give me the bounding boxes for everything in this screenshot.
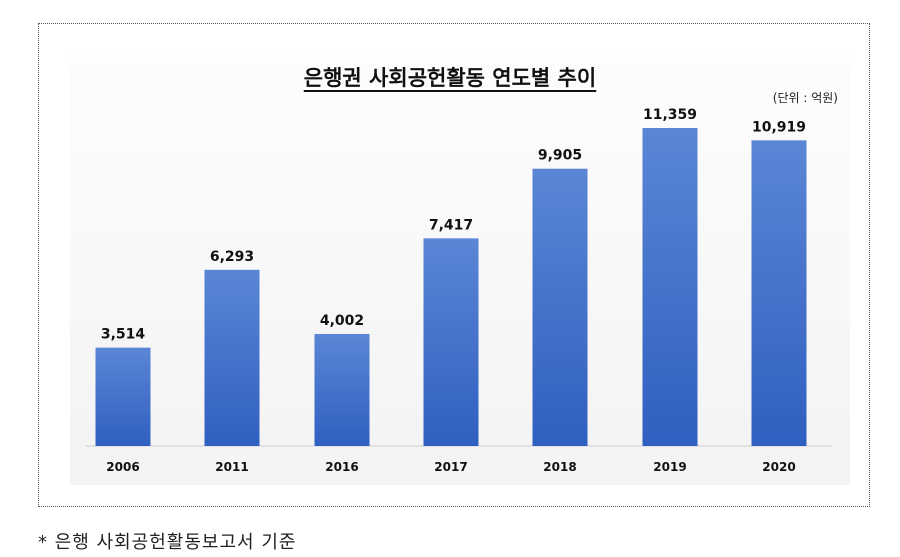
value-label-2016: 4,002 [320, 313, 364, 329]
value-label-2018: 9,905 [538, 148, 582, 164]
value-label-2019: 11,359 [643, 107, 697, 123]
value-label-2020: 10,919 [752, 119, 806, 135]
unit-note: (단위 : 억원) [772, 91, 838, 105]
x-tick-label-2011: 2011 [215, 460, 248, 474]
bar-2011 [204, 269, 260, 446]
bar-2019 [642, 128, 698, 446]
bar-2018 [532, 168, 588, 447]
bar-2017 [423, 238, 479, 446]
x-tick-label-2017: 2017 [434, 460, 467, 474]
x-tick-label-2016: 2016 [325, 460, 358, 474]
value-label-2017: 7,417 [429, 217, 473, 233]
value-label-2006: 3,514 [101, 327, 146, 343]
x-tick-label-2019: 2019 [653, 460, 686, 474]
x-tick-label-2018: 2018 [543, 460, 576, 474]
source-footnote: * 은행 사회공헌활동보고서 기준 [38, 532, 297, 553]
chart-frame [38, 23, 870, 507]
bar-2016 [314, 333, 370, 446]
value-label-2011: 6,293 [210, 249, 254, 265]
chart-title: 은행권 사회공헌활동 연도별 추이 [303, 66, 597, 90]
x-tick-label-2020: 2020 [762, 460, 795, 474]
x-tick-label-2006: 2006 [106, 460, 139, 474]
bar-2006 [95, 347, 151, 446]
bar-2020 [751, 140, 807, 446]
